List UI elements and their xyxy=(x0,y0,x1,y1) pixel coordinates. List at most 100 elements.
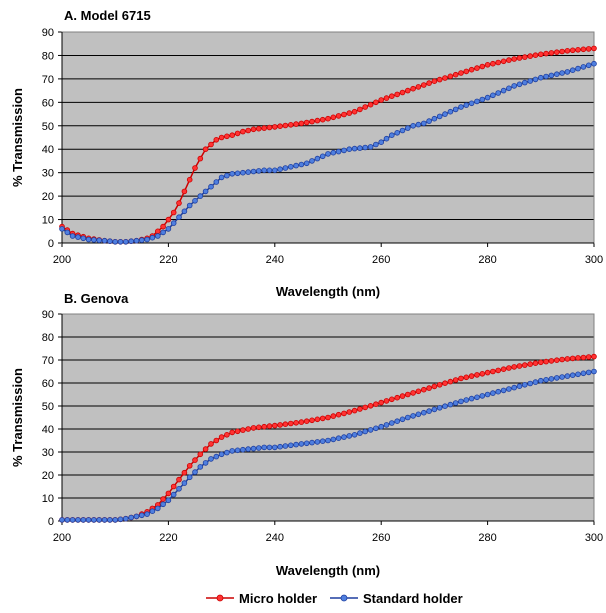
data-point xyxy=(591,368,597,375)
data-point xyxy=(293,419,299,426)
data-point xyxy=(176,214,182,221)
data-point xyxy=(388,132,395,139)
data-point xyxy=(309,439,315,446)
y-tick-label: 60 xyxy=(42,378,54,390)
data-point xyxy=(511,56,518,62)
data-point xyxy=(234,428,241,435)
data-point xyxy=(452,71,459,78)
data-point xyxy=(170,491,177,498)
data-point xyxy=(303,119,310,126)
data-point xyxy=(181,469,188,476)
data-point xyxy=(521,381,528,388)
data-point xyxy=(181,480,188,486)
data-point xyxy=(506,386,512,392)
data-point xyxy=(420,409,427,416)
data-point xyxy=(287,420,294,427)
y-tick-label: 80 xyxy=(42,50,54,62)
data-point xyxy=(580,370,587,377)
data-point xyxy=(218,434,225,440)
data-point xyxy=(548,72,555,79)
data-point xyxy=(543,376,549,383)
data-point xyxy=(516,363,523,369)
data-point xyxy=(303,160,310,167)
data-point xyxy=(399,89,406,96)
data-point xyxy=(537,74,544,81)
data-point xyxy=(208,183,214,190)
data-point xyxy=(479,96,486,103)
data-point xyxy=(346,146,353,153)
data-point xyxy=(112,517,118,523)
data-point xyxy=(160,496,166,502)
data-point xyxy=(245,446,252,452)
data-point xyxy=(463,374,470,381)
data-point xyxy=(490,368,496,375)
data-point xyxy=(319,153,326,160)
legend-marker xyxy=(216,594,224,602)
x-tick-label: 300 xyxy=(585,532,603,544)
data-point xyxy=(303,418,310,425)
data-point xyxy=(559,374,565,380)
data-point xyxy=(436,381,443,388)
data-point xyxy=(532,379,539,385)
data-point xyxy=(186,462,193,469)
y-tick-label: 70 xyxy=(42,355,54,367)
data-point xyxy=(388,396,395,403)
data-point xyxy=(564,69,571,75)
data-point xyxy=(186,202,193,209)
data-point xyxy=(197,155,204,162)
data-point xyxy=(165,226,172,232)
data-point xyxy=(484,94,491,101)
data-point xyxy=(591,353,597,360)
data-point xyxy=(170,483,177,490)
data-point xyxy=(516,55,523,61)
x-tick-label: 200 xyxy=(53,254,71,266)
data-point xyxy=(521,362,528,368)
data-point xyxy=(192,165,198,171)
x-tick-label: 280 xyxy=(478,532,496,544)
data-point xyxy=(160,223,166,230)
data-point xyxy=(378,97,385,103)
data-point xyxy=(500,387,507,394)
data-point xyxy=(378,423,385,430)
data-point xyxy=(468,373,475,379)
data-point xyxy=(569,355,576,362)
data-point xyxy=(176,476,182,483)
data-point xyxy=(431,115,438,122)
data-point xyxy=(399,416,406,423)
data-point xyxy=(420,120,427,127)
data-point xyxy=(240,169,246,176)
data-point xyxy=(516,81,523,88)
data-point xyxy=(96,237,102,244)
data-point xyxy=(447,73,454,80)
data-point xyxy=(495,90,502,96)
data-point xyxy=(330,114,337,121)
data-point xyxy=(543,50,549,57)
data-point xyxy=(559,356,565,363)
data-point xyxy=(133,237,140,244)
data-point xyxy=(277,422,283,428)
data-point xyxy=(575,371,581,378)
data-point xyxy=(218,451,225,458)
data-point xyxy=(155,233,161,239)
data-point xyxy=(80,235,87,242)
data-point xyxy=(431,383,438,390)
legend: Micro holder Standard holder xyxy=(206,591,463,606)
x-tick-label: 220 xyxy=(159,532,177,544)
data-point xyxy=(271,444,278,451)
data-point xyxy=(197,464,204,470)
legend-label: Micro holder xyxy=(239,591,317,606)
data-point xyxy=(474,394,480,401)
data-point xyxy=(500,366,507,373)
data-point xyxy=(373,99,379,106)
data-point xyxy=(415,411,422,418)
data-point xyxy=(255,125,262,132)
data-point xyxy=(271,124,278,130)
data-point xyxy=(458,375,464,382)
data-point xyxy=(271,167,278,174)
data-point xyxy=(282,443,289,449)
data-point xyxy=(495,59,502,66)
data-point xyxy=(559,70,565,76)
data-point xyxy=(394,91,401,98)
data-point xyxy=(442,403,448,410)
data-point xyxy=(325,115,331,122)
